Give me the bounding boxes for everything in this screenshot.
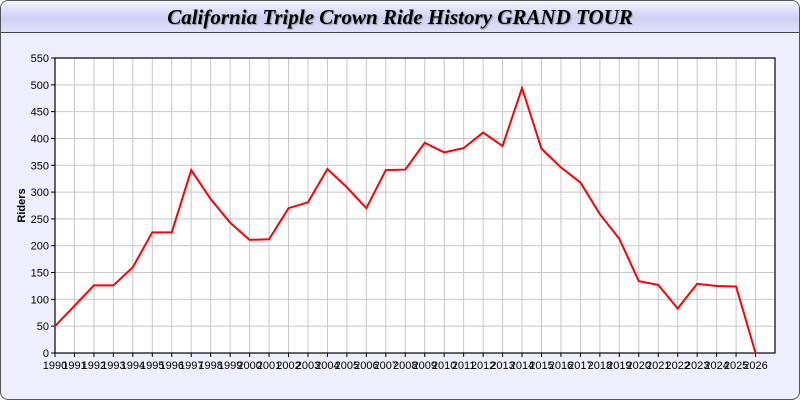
x-tick-label: 1998: [198, 360, 222, 372]
y-tick-label: 50: [37, 321, 49, 333]
x-tick-label: 2002: [276, 360, 300, 372]
x-tick-label: 2000: [237, 360, 261, 372]
x-tick-label: 1997: [179, 360, 203, 372]
data-point: [190, 169, 193, 171]
data-point: [443, 151, 445, 154]
x-tick-label: 2020: [627, 360, 651, 372]
x-tick-label: 2009: [412, 360, 436, 372]
x-tick-label: 2023: [685, 360, 709, 372]
x-tick-label: 2004: [315, 360, 339, 372]
x-tick-label: 1993: [101, 360, 125, 372]
data-point: [618, 237, 621, 240]
x-tick-label: 2012: [471, 360, 495, 372]
data-point: [599, 213, 601, 215]
x-tick-label: 1991: [62, 360, 86, 372]
data-point: [268, 238, 270, 241]
y-tick-label: 100: [31, 294, 49, 306]
x-tick-label: 1990: [43, 360, 67, 372]
x-tick-label: 2001: [257, 360, 281, 372]
data-point: [73, 305, 76, 307]
y-tick-label: 500: [31, 80, 49, 92]
plot-border: [54, 57, 776, 354]
x-tick-label: 2010: [432, 360, 456, 372]
y-tick-label: 350: [31, 160, 49, 172]
data-point: [637, 280, 640, 282]
data-point: [579, 181, 582, 184]
x-tick-label: 2018: [588, 360, 612, 372]
x-tick-label: 2021: [646, 360, 670, 372]
x-tick-label: 2006: [354, 360, 378, 372]
data-point: [307, 201, 309, 204]
data-point: [54, 325, 56, 327]
x-tick-label: 2003: [296, 360, 320, 372]
data-point: [560, 166, 562, 169]
data-point: [404, 168, 407, 171]
x-tick-label: 2015: [529, 360, 553, 372]
data-point: [93, 284, 95, 287]
y-axis-label: Riders: [16, 188, 28, 222]
x-tick-label: 2014: [510, 360, 534, 372]
data-point: [287, 207, 290, 209]
y-tick-label: 300: [31, 187, 49, 199]
x-tick-label: 2005: [335, 360, 359, 372]
data-point: [248, 239, 251, 241]
data-point: [754, 352, 757, 354]
data-point: [151, 231, 154, 234]
data-point: [112, 284, 115, 287]
data-point: [501, 145, 504, 147]
data-point: [521, 87, 523, 89]
title-bar: California Triple Crown Ride History GRA…: [1, 1, 799, 33]
data-point: [365, 207, 368, 209]
x-tick-label: 2017: [568, 360, 592, 372]
x-tick-label: 1994: [121, 360, 145, 372]
data-point: [326, 168, 329, 170]
y-tick-label: 0: [43, 348, 49, 360]
data-point: [715, 285, 718, 287]
data-point: [170, 231, 173, 234]
plot-area: [55, 58, 775, 353]
data-point: [676, 307, 679, 310]
y-tick-label: 400: [31, 133, 49, 145]
x-tick-label: 2013: [490, 360, 514, 372]
data-point: [132, 266, 134, 268]
data-point: [385, 169, 387, 171]
y-tick-label: 250: [31, 214, 49, 226]
data-point: [462, 147, 465, 149]
x-tick-label: 2025: [724, 360, 748, 372]
chart-title: California Triple Crown Ride History GRA…: [167, 5, 633, 29]
x-tick-label: 1995: [140, 360, 164, 372]
data-point: [482, 131, 484, 134]
data-point: [540, 147, 543, 150]
x-tick-label: 2007: [374, 360, 398, 372]
y-tick-label: 450: [31, 107, 49, 119]
data-point: [229, 221, 231, 224]
data-point: [346, 186, 348, 189]
x-tick-label: 2022: [665, 360, 689, 372]
y-tick-label: 200: [31, 241, 49, 253]
x-tick-label: 2016: [549, 360, 573, 372]
data-point: [696, 283, 698, 285]
x-tick-label: 2008: [393, 360, 417, 372]
data-point: [657, 284, 660, 286]
x-tick-label: 2026: [743, 360, 767, 372]
x-tick-label: 2011: [452, 360, 476, 372]
y-tick-label: 550: [31, 53, 49, 65]
x-tick-label: 2024: [704, 360, 728, 372]
x-tick-label: 1999: [218, 360, 242, 372]
data-point: [423, 141, 426, 144]
x-tick-label: 1996: [160, 360, 184, 372]
x-tick-label: 1992: [82, 360, 106, 372]
data-point: [209, 198, 212, 200]
data-point: [735, 285, 737, 288]
y-tick-label: 150: [31, 268, 49, 280]
x-tick-label: 2019: [607, 360, 631, 372]
